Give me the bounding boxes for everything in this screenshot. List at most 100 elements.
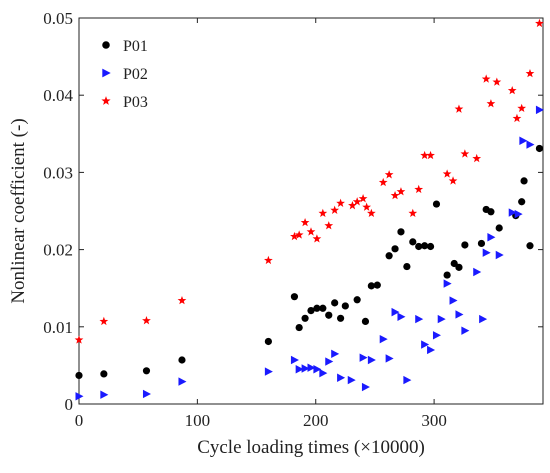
point-p03 (426, 150, 435, 160)
legend: P01 P02 P03 (101, 38, 148, 111)
point-p02 (461, 326, 470, 335)
point-p01 (325, 311, 333, 319)
point-p03 (358, 194, 368, 203)
point-p03 (300, 217, 310, 227)
point-p03 (324, 221, 334, 230)
point-p03 (481, 74, 491, 83)
point-p02 (495, 250, 504, 260)
point-p01 (403, 262, 411, 271)
point-p03 (442, 169, 452, 178)
point-p02 (264, 367, 273, 376)
y-tick-label: 0.05 (43, 9, 73, 28)
point-p01 (100, 370, 108, 378)
point-p03 (454, 104, 464, 113)
point-p02 (443, 279, 452, 288)
point-p01 (495, 224, 503, 232)
point-p03 (290, 231, 299, 241)
point-p03 (396, 187, 406, 196)
point-p03 (448, 176, 458, 185)
point-p01 (391, 245, 399, 253)
point-p01 (373, 281, 381, 289)
point-p02 (514, 209, 523, 219)
point-p02 (307, 363, 316, 372)
point-p02 (508, 208, 517, 217)
point-p01 (336, 314, 345, 322)
point-p03 (142, 316, 151, 325)
point-p01 (426, 242, 435, 251)
y-axis-label: Nonlinear coefficient (-) (8, 118, 29, 303)
point-p01 (526, 242, 534, 250)
point-p02 (347, 375, 356, 385)
point-p02 (473, 267, 482, 277)
point-p02 (437, 314, 446, 324)
legend-entry-p02: P02 (102, 66, 148, 83)
point-p01 (455, 263, 463, 271)
point-p02 (482, 248, 491, 257)
point-p02 (361, 382, 370, 392)
point-p03 (318, 208, 328, 218)
point-p01 (535, 144, 544, 153)
point-p03 (294, 230, 304, 239)
point-p03 (420, 150, 430, 160)
point-p03 (352, 197, 362, 206)
point-p02 (415, 314, 424, 324)
point-p01 (432, 200, 441, 208)
y-tick-label: 0.01 (43, 318, 73, 337)
point-p03 (512, 113, 522, 123)
point-p03 (408, 208, 418, 218)
point-p01 (295, 323, 303, 332)
point-p01 (75, 371, 83, 380)
point-p02 (178, 377, 187, 386)
point-p03 (472, 153, 482, 163)
legend-entry-p01: P01 (102, 38, 148, 55)
point-p02 (535, 105, 544, 115)
x-tick-label: 300 (421, 411, 447, 430)
point-p03 (306, 227, 316, 236)
point-p03 (390, 190, 400, 200)
point-p01 (353, 296, 361, 304)
point-p03 (330, 205, 340, 214)
point-p03 (535, 18, 544, 28)
point-p02 (301, 364, 310, 373)
series-p02 (75, 105, 544, 401)
point-p01 (443, 271, 451, 279)
point-p03 (99, 316, 109, 326)
point-p03 (460, 149, 470, 158)
legend-marker (101, 96, 111, 105)
point-p01 (461, 241, 469, 249)
point-p01 (142, 367, 151, 375)
point-p02 (379, 334, 388, 344)
legend-marker (102, 68, 111, 78)
point-p02 (427, 345, 436, 355)
point-p01 (421, 242, 429, 250)
x-tick-label: 0 (75, 411, 84, 430)
point-p02 (295, 365, 304, 374)
legend-marker (102, 41, 110, 49)
point-p02 (142, 389, 151, 399)
point-p01 (301, 314, 309, 322)
point-p01 (341, 302, 349, 310)
point-p03 (378, 177, 388, 187)
legend-entry-p03: P03 (101, 94, 148, 111)
point-p01 (307, 306, 315, 315)
point-p03 (517, 103, 527, 113)
point-p02 (385, 354, 394, 363)
point-p03 (177, 295, 187, 305)
point-p02 (100, 390, 109, 399)
point-p03 (348, 201, 357, 210)
legend-label: P01 (123, 38, 148, 55)
point-p02 (313, 365, 322, 374)
point-p03 (525, 68, 535, 78)
point-p03 (264, 255, 273, 265)
point-p02 (331, 349, 340, 359)
point-p01 (313, 304, 321, 312)
point-p02 (397, 312, 406, 321)
point-p03 (414, 184, 424, 194)
point-p02 (325, 357, 334, 366)
plot-area (78, 17, 544, 405)
y-tick-label: 0.02 (43, 241, 73, 260)
point-p02 (359, 353, 368, 362)
point-p02 (403, 375, 412, 385)
point-p01 (520, 177, 528, 185)
